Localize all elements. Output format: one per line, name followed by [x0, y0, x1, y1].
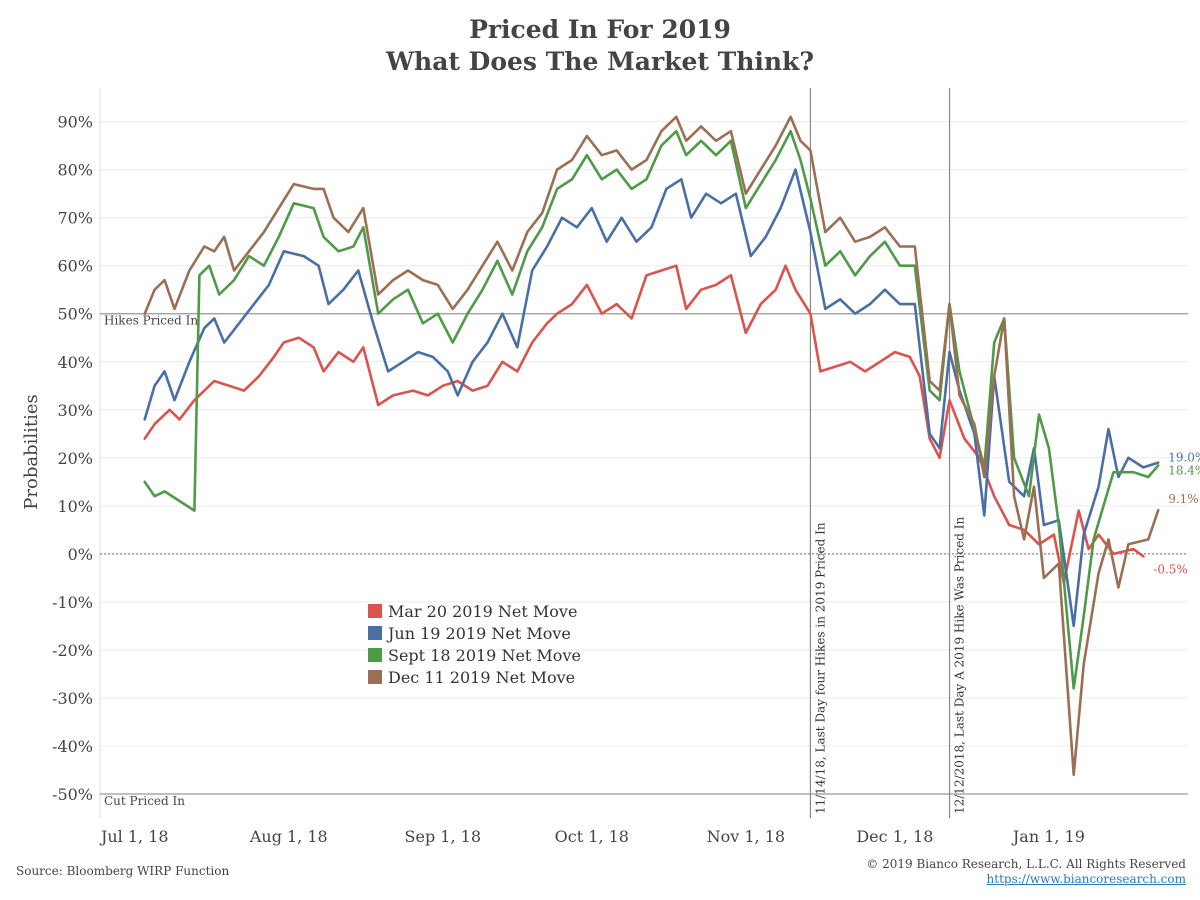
x-tick-label: Sep 1, 18: [405, 827, 481, 846]
reference-line-label: Hikes Priced In: [104, 314, 198, 328]
legend-swatch: [368, 604, 382, 618]
series-end-label: -0.5%: [1153, 562, 1188, 576]
y-tick-label: 60%: [57, 257, 93, 276]
legend-swatch: [368, 670, 382, 684]
y-tick-label: -30%: [52, 689, 93, 708]
x-tick-label: Dec 1, 18: [856, 827, 933, 846]
y-tick-label: 30%: [57, 401, 93, 420]
y-tick-label: 0%: [68, 545, 93, 564]
series-layer: [143, 115, 1160, 777]
vertical-marker-label: 11/14/18, Last Day four Hikes in 2019 Pr…: [813, 522, 827, 814]
y-tick-label: 70%: [57, 209, 93, 228]
y-tick-label: -20%: [52, 641, 93, 660]
labels-layer: 90% 80% 70% 60% 50% 40% 30% 20% 10% 0% -10% -20% -30…: [21, 113, 1200, 846]
x-tick-label: Oct 1, 18: [555, 827, 629, 846]
reference-lines-layer: [100, 88, 1188, 818]
source-note: Source: Bloomberg WIRP Function: [16, 864, 230, 878]
series-line-4: [143, 115, 1160, 777]
legend-item: Mar 20 2019 Net Move: [368, 600, 581, 622]
legend-label: Sept 18 2019 Net Move: [388, 645, 581, 665]
legend-item: Dec 11 2019 Net Move: [368, 666, 581, 688]
x-tick-label: Aug 1, 18: [249, 827, 328, 846]
website-link[interactable]: https://www.biancoresearch.com: [986, 872, 1186, 886]
series-line-1: [143, 264, 1145, 585]
y-tick-label: -10%: [52, 593, 93, 612]
y-tick-label: 10%: [57, 497, 93, 516]
y-tick-label: 90%: [57, 113, 93, 132]
x-tick-label: Nov 1, 18: [707, 827, 785, 846]
legend-label: Jun 19 2019 Net Move: [388, 623, 571, 643]
copyright-block: © 2019 Bianco Research, L.L.C. All Right…: [866, 857, 1186, 887]
x-tick-label: Jul 1, 18: [99, 827, 169, 846]
title-line-2: What Does The Market Think?: [385, 47, 815, 76]
series-end-label: 9.1%: [1168, 492, 1199, 506]
legend-item: Sept 18 2019 Net Move: [368, 644, 581, 666]
reference-line-label: Cut Priced In: [104, 794, 185, 808]
grid-layer: [99, 88, 1188, 818]
y-tick-label: 40%: [57, 353, 93, 372]
legend-swatch: [368, 626, 382, 640]
legend-label: Dec 11 2019 Net Move: [388, 667, 576, 687]
legend-label: Mar 20 2019 Net Move: [388, 601, 578, 621]
y-tick-label: -50%: [52, 785, 93, 804]
y-axis-title: Probabilities: [21, 394, 42, 509]
y-tick-label: 50%: [57, 305, 93, 324]
chart-title: Priced In For 2019 What Does The Market …: [0, 14, 1200, 78]
series-end-label: 19.0%: [1168, 451, 1200, 465]
copyright-text: © 2019 Bianco Research, L.L.C. All Right…: [866, 857, 1186, 871]
title-line-1: Priced In For 2019: [469, 15, 731, 44]
series-end-label: 18.4%: [1168, 463, 1200, 477]
vertical-marker-label: 12/12/2018, Last Day A 2019 Hike Was Pri…: [953, 516, 967, 814]
y-tick-label: 20%: [57, 449, 93, 468]
legend: Mar 20 2019 Net Move Jun 19 2019 Net Move…: [368, 600, 581, 688]
legend-swatch: [368, 648, 382, 662]
series-line-2: [143, 168, 1160, 628]
y-tick-label: -40%: [52, 737, 93, 756]
x-tick-label: Jan 1, 19: [1011, 827, 1085, 846]
y-tick-label: 80%: [57, 161, 93, 180]
legend-item: Jun 19 2019 Net Move: [368, 622, 581, 644]
